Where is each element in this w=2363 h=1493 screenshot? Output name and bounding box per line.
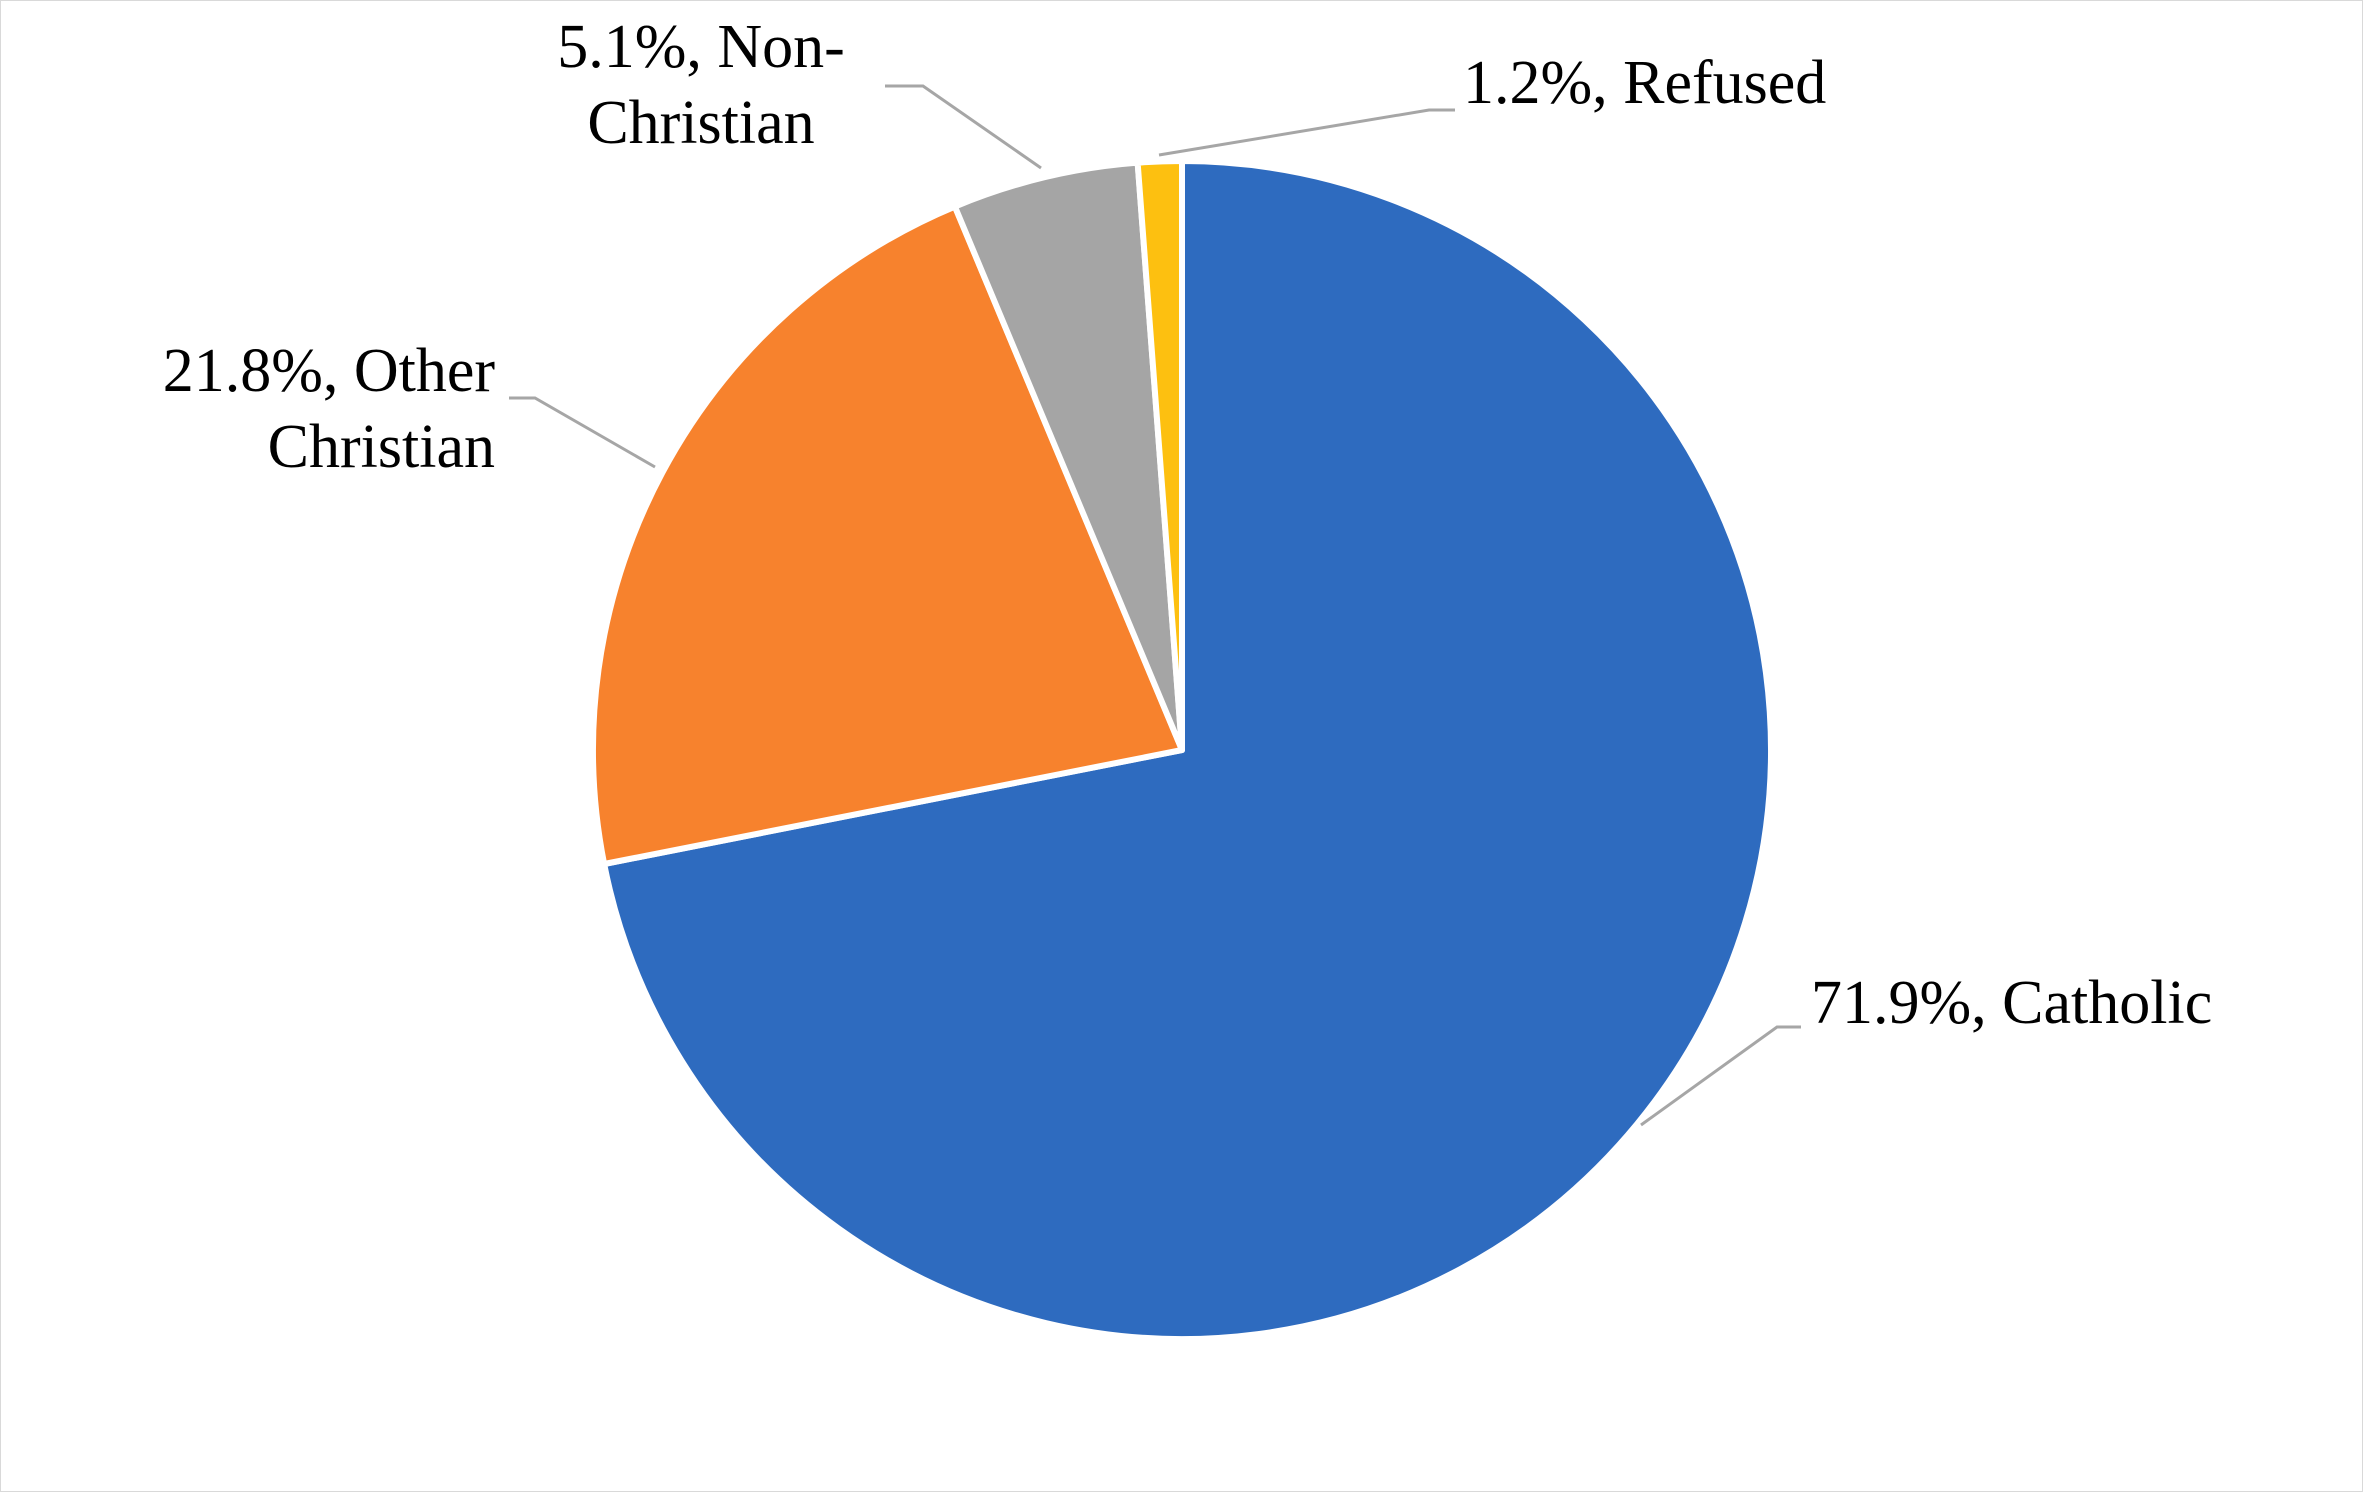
data-label-line: 1.2%, Refused [1463, 49, 1826, 117]
pie-slice-refused [1134, 157, 1185, 753]
data-label-non-christian: 5.1%, Non- Christian [557, 13, 845, 157]
data-label-catholic: 71.9%, Catholic [1811, 969, 2212, 1037]
pie-slice-catholic [601, 158, 1774, 1342]
leader-line-non-christian [885, 84, 1042, 170]
data-label-refused: 1.2%, Refused [1463, 49, 1826, 117]
data-label-other-christian: 21.8%, Other Christian [163, 337, 496, 481]
pie-slice-non-christian [951, 159, 1185, 753]
pie-slices [590, 157, 1774, 1342]
leader-line-catholic [1640, 1025, 1801, 1127]
pie-slice-other-christian [590, 203, 1185, 867]
leader-line-refused [1158, 108, 1455, 157]
leader-line-other-christian [509, 396, 656, 469]
data-label-line: 71.9%, Catholic [1811, 969, 2212, 1037]
leader-lines [509, 84, 1801, 1127]
data-label-line: Christian [268, 413, 495, 481]
data-label-line: 5.1%, Non- [557, 13, 845, 81]
data-label-line: Christian [587, 89, 814, 157]
data-label-line: 21.8%, Other [163, 337, 496, 405]
